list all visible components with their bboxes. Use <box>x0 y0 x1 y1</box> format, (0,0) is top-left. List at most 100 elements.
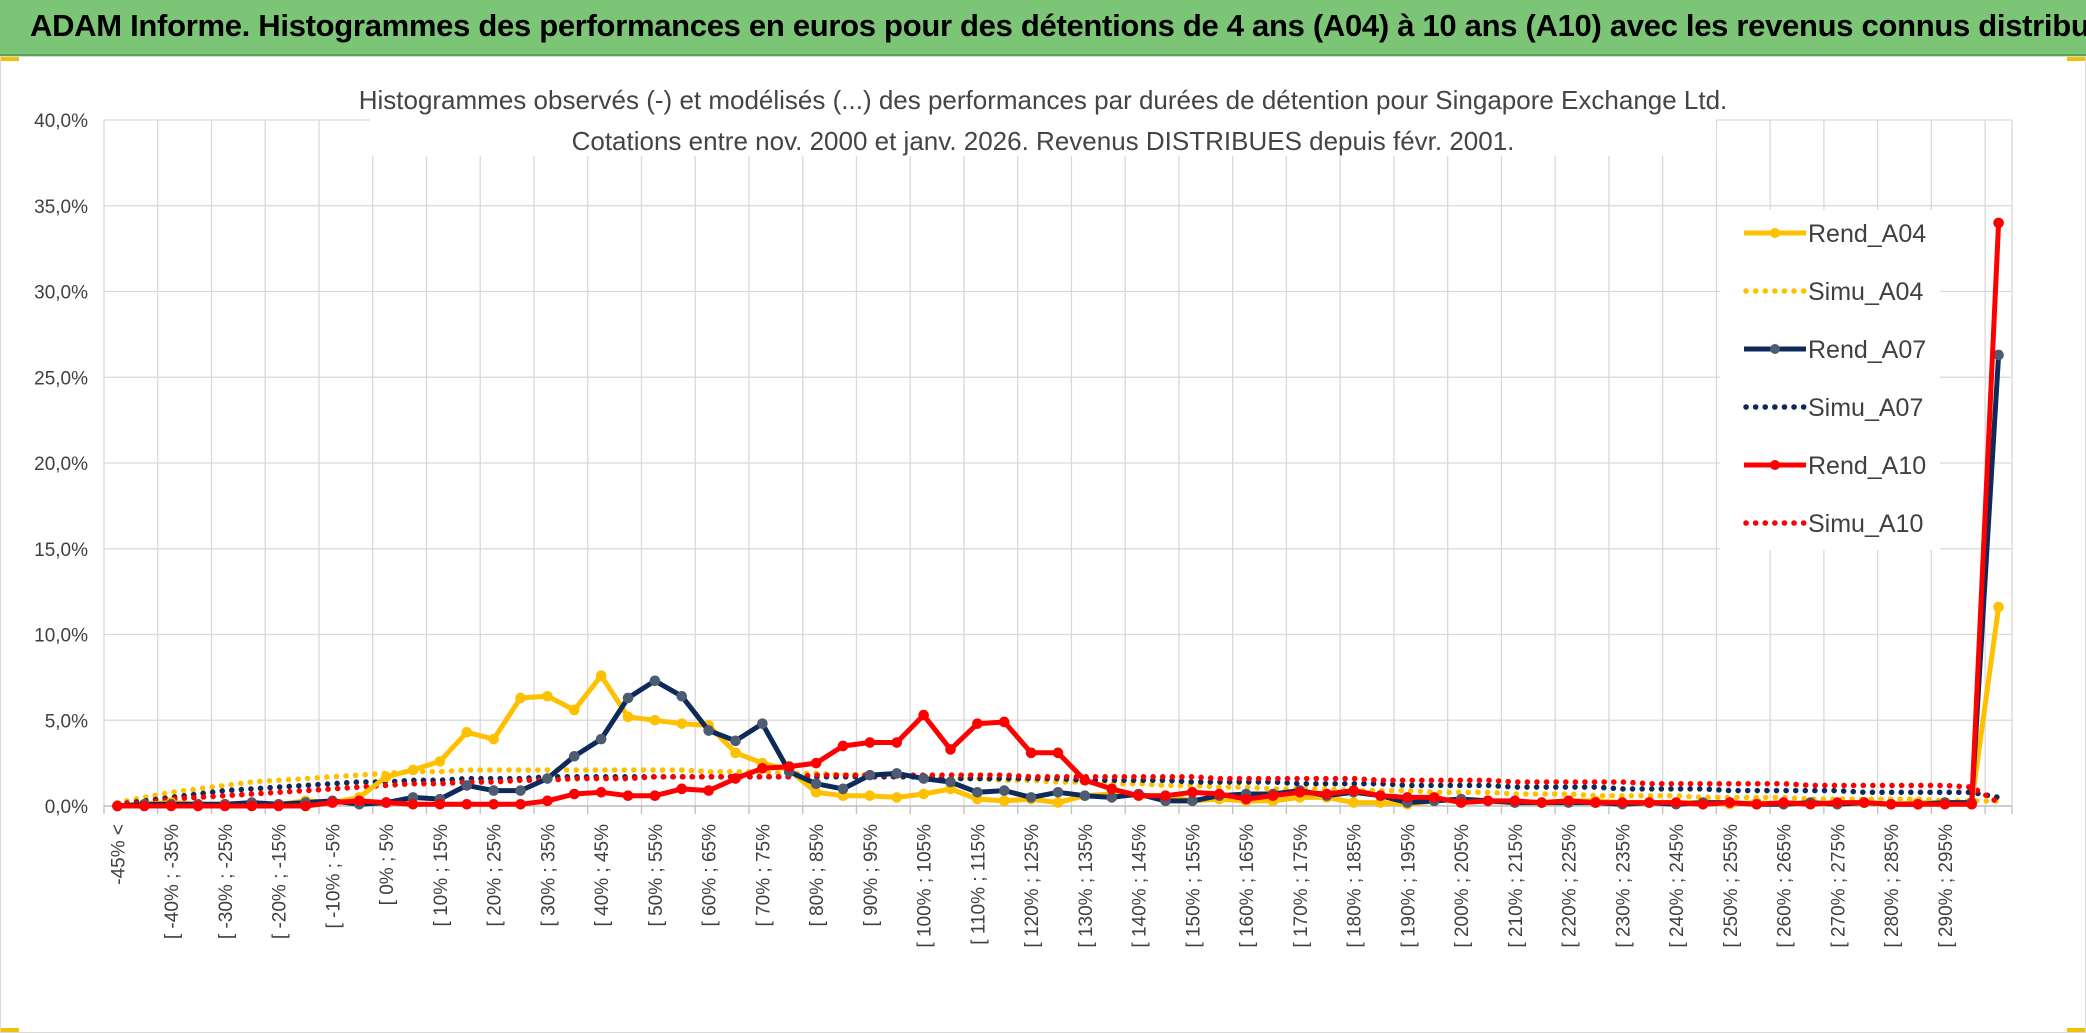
data-point <box>1617 797 1628 808</box>
x-tick-label: [ 200% ; 205% <box>1452 824 1473 948</box>
data-point <box>1133 790 1144 802</box>
data-point <box>595 670 607 681</box>
data-point <box>918 709 929 721</box>
y-tick-label: 40,0% <box>34 111 88 132</box>
x-tick-label: [ 160% ; 165% <box>1237 824 1258 948</box>
x-tick-label: [ 10% ; 15% <box>431 824 452 927</box>
data-point <box>1778 797 1789 808</box>
data-point <box>972 718 983 729</box>
data-point <box>327 797 338 808</box>
legend-label: Simu_A10 <box>1808 510 1923 538</box>
data-point <box>810 778 822 790</box>
y-tick-label: 20,0% <box>34 454 88 475</box>
series-Simu_A04 <box>114 767 2002 806</box>
data-point <box>1751 798 1763 810</box>
y-tick-label: 10,0% <box>34 626 88 647</box>
chart-title-line2: Cotations entre nov. 2000 et janv. 2026.… <box>572 126 1515 156</box>
data-point <box>353 795 365 807</box>
data-point <box>622 711 634 723</box>
data-point <box>810 757 822 769</box>
data-point <box>864 737 876 748</box>
data-point <box>676 690 688 702</box>
frame-corner-top-right <box>2067 57 2085 61</box>
x-tick-label: [ -30% ; -25% <box>216 824 237 939</box>
legend-label: Rend_A04 <box>1808 220 1926 248</box>
x-tick-label: [ 170% ; 175% <box>1291 824 1312 948</box>
data-point <box>407 764 419 776</box>
legend-label: Simu_A04 <box>1808 278 1923 306</box>
x-tick-label: [ 140% ; 145% <box>1130 824 1151 948</box>
legend-background <box>1720 210 1940 550</box>
data-point <box>300 800 311 812</box>
data-point <box>730 773 741 784</box>
x-tick-label: [ 190% ; 195% <box>1398 824 1419 948</box>
data-point <box>1563 795 1574 807</box>
data-point <box>1052 797 1064 808</box>
legend-marker <box>1770 460 1780 470</box>
legend-marker <box>1770 228 1780 238</box>
data-point <box>434 756 446 767</box>
data-point <box>1993 349 2004 361</box>
data-point <box>192 800 204 812</box>
data-point <box>649 790 661 802</box>
x-tick-label: [ 280% ; 285% <box>1882 824 1903 948</box>
data-point <box>1993 217 2004 229</box>
data-point <box>1025 792 1037 803</box>
data-point <box>515 692 526 704</box>
data-point <box>1939 798 1951 810</box>
data-point <box>568 704 580 716</box>
data-point <box>1590 797 1601 808</box>
y-axis-ticks: 0,0% 5,0% 10,0% 15,0% 20,0% 25,0% 30,0% 35,0% 40… <box>34 111 88 818</box>
data-point <box>945 776 956 788</box>
x-tick-label: [ -10% ; -5% <box>323 824 344 929</box>
x-tick-label: [ 230% ; 235% <box>1613 824 1634 948</box>
data-point <box>380 771 392 783</box>
data-point <box>1912 798 1924 810</box>
data-point <box>649 714 661 726</box>
data-point <box>1670 797 1682 808</box>
data-point <box>1267 790 1279 802</box>
data-point <box>434 798 446 810</box>
legend-label: Rend_A07 <box>1808 336 1926 364</box>
x-tick-label: [ 30% ; 35% <box>538 824 559 927</box>
data-point <box>461 726 473 738</box>
report-title: ADAM Informe. Histogrammes des performan… <box>30 8 2086 43</box>
data-point <box>461 798 473 810</box>
data-point <box>488 785 499 796</box>
data-point <box>945 744 956 755</box>
data-point <box>112 800 123 812</box>
data-point <box>273 800 284 812</box>
data-point <box>1993 601 2004 613</box>
data-point <box>461 780 473 791</box>
data-point <box>918 788 929 800</box>
x-tick-label: [ 60% ; 65% <box>700 824 721 927</box>
data-point <box>595 786 607 798</box>
legend-label: Rend_A10 <box>1808 452 1926 480</box>
data-point <box>730 735 741 747</box>
frame-corner-top-left <box>1 57 19 61</box>
data-point <box>1348 785 1359 796</box>
x-tick-label: [ -40% ; -35% <box>162 824 183 939</box>
data-point <box>891 737 903 748</box>
data-point <box>1724 797 1736 808</box>
x-tick-label: [ 120% ; 125% <box>1022 824 1043 948</box>
data-point <box>864 769 876 781</box>
legend-item-Rend_A07: Rend_A07 <box>1744 336 1926 364</box>
data-point <box>568 788 580 800</box>
data-point <box>1402 792 1413 803</box>
data-point <box>864 790 876 802</box>
data-point <box>757 718 768 729</box>
chart-title-background <box>370 82 1716 156</box>
data-point <box>1052 786 1064 798</box>
data-point <box>703 725 714 736</box>
legend-item-Simu_A10: Simu_A10 <box>1743 510 1923 538</box>
legend-marker <box>1770 344 1780 354</box>
data-point <box>1643 797 1655 808</box>
x-axis-ticks: -45% < [ -40% ; -35% [ -30% ; -25% [ -20% ;… <box>108 824 1956 948</box>
data-point <box>1832 797 1843 808</box>
data-point <box>1509 795 1521 807</box>
data-point <box>1213 788 1225 800</box>
data-point <box>837 783 849 795</box>
data-point <box>1187 786 1198 798</box>
